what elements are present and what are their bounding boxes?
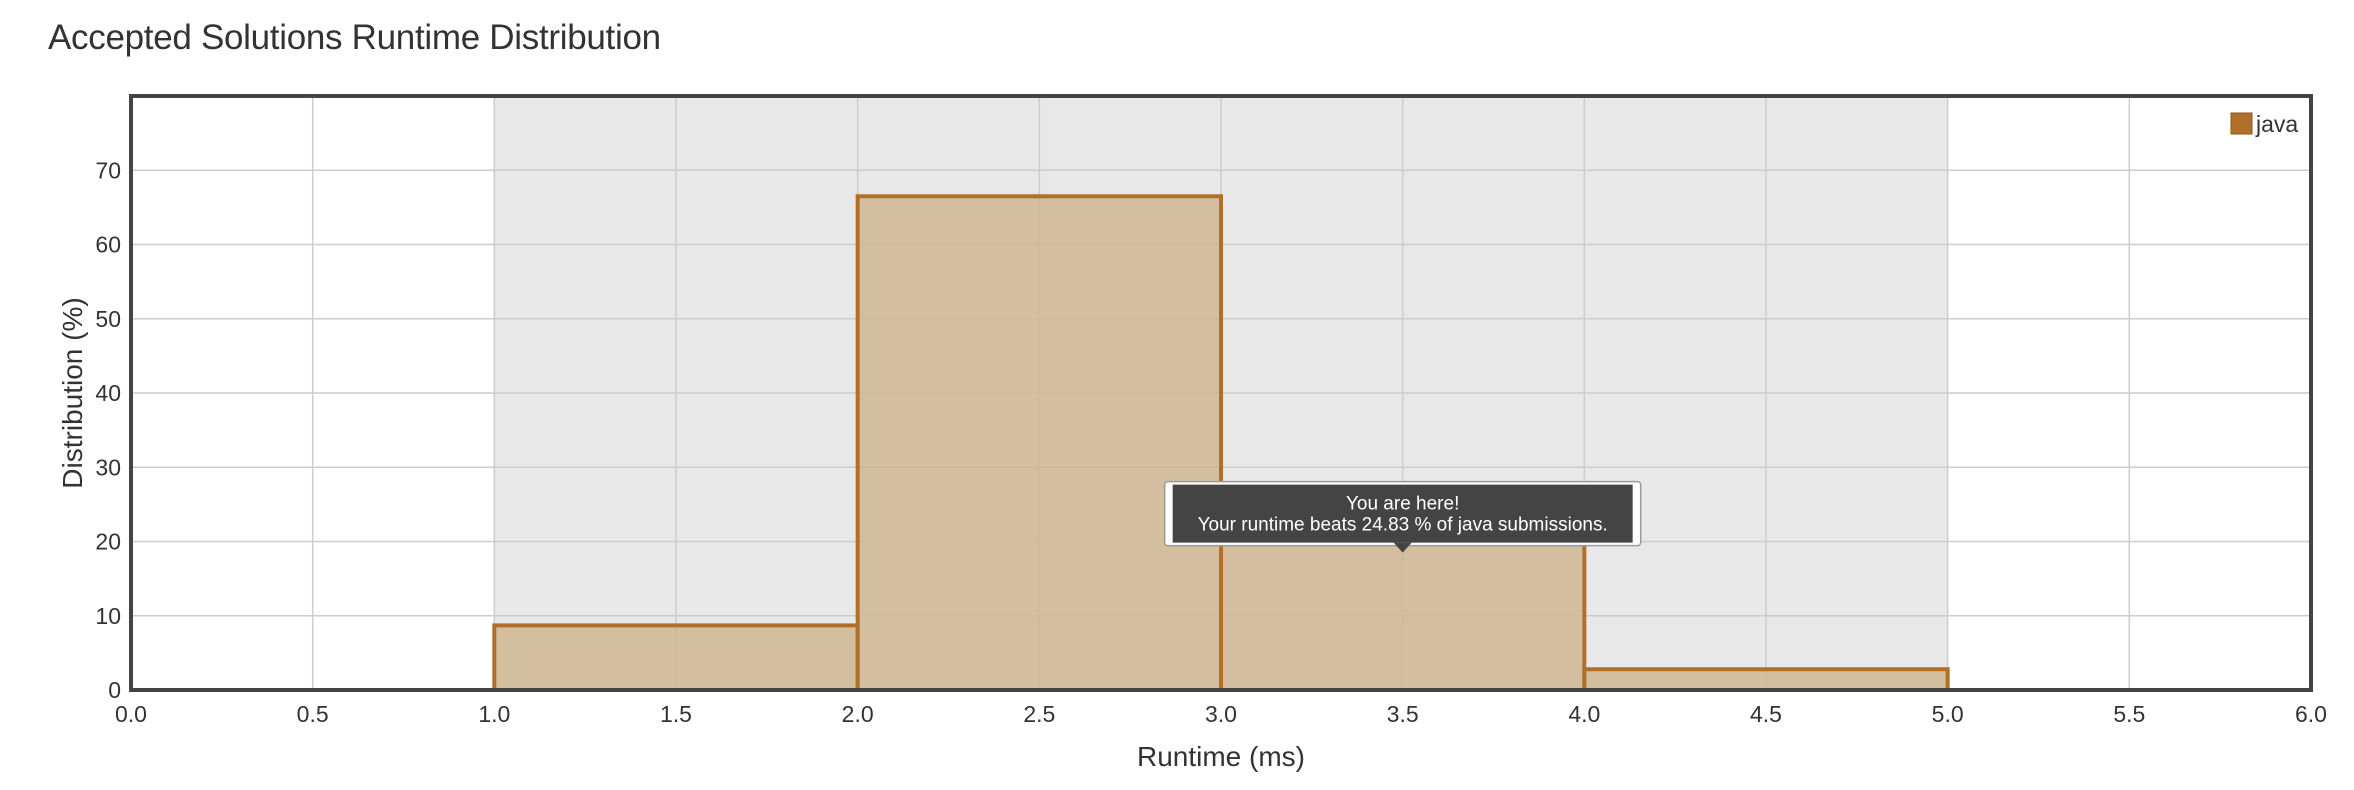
legend: java — [2230, 111, 2298, 137]
histogram-bar — [494, 625, 858, 690]
histogram-bar-outline — [855, 194, 1223, 690]
x-tick-label: 4.0 — [1568, 701, 1600, 727]
x-tick-label: 6.0 — [2295, 701, 2327, 727]
x-tick-label: 5.5 — [2113, 701, 2145, 727]
x-tick-label: 2.5 — [1023, 701, 1055, 727]
tooltip-pointer — [1393, 542, 1412, 553]
y-tick-label: 20 — [95, 529, 121, 555]
you-are-here-tooltip: You are here! Your runtime beats 24.83 %… — [1163, 480, 1642, 553]
y-tick-label: 10 — [95, 603, 121, 629]
y-tick-label: 70 — [95, 157, 121, 183]
y-tick-label: 30 — [95, 454, 121, 480]
y-axis-label: Distribution (%) — [57, 297, 88, 488]
x-tick-label: 1.5 — [660, 701, 692, 727]
page-title: Accepted Solutions Runtime Distribution — [48, 18, 661, 57]
histogram-bar — [1584, 669, 1948, 690]
histogram-bar — [1221, 526, 1585, 690]
histogram-bar-outline — [1582, 667, 1950, 690]
y-tick-label: 60 — [95, 232, 121, 258]
y-tick-label: 0 — [108, 677, 121, 703]
tooltip-background — [1172, 484, 1633, 543]
x-tick-label: 0.0 — [115, 701, 147, 727]
x-tick-label: 0.5 — [297, 701, 329, 727]
legend-label-java: java — [2255, 111, 2298, 137]
plot-frame — [129, 94, 2313, 692]
x-tick-label: 4.5 — [1750, 701, 1782, 727]
x-tick-label: 3.0 — [1205, 701, 1237, 727]
bars — [492, 194, 1950, 691]
y-tick-labels: 0 10 20 30 40 50 60 70 — [95, 157, 121, 703]
histogram-bar — [857, 196, 1221, 691]
x-tick-label: 3.5 — [1387, 701, 1419, 727]
tooltip-line-2: Your runtime beats 24.83 % of java submi… — [1198, 515, 1608, 536]
x-axis-label: Runtime (ms) — [1137, 741, 1305, 772]
y-tick-label: 50 — [95, 306, 121, 332]
y-tick-label: 40 — [95, 380, 121, 406]
x-tick-label: 2.0 — [842, 701, 874, 727]
tooltip-line-1: You are here! — [1346, 494, 1459, 515]
x-tick-label: 5.0 — [1932, 701, 1964, 727]
x-tick-labels: 0.0 0.5 1.0 1.5 2.0 2.5 3.0 3.5 4.0 4.5 5.0 5.5 6.0 — [115, 701, 2327, 727]
legend-swatch-java — [2230, 112, 2253, 135]
x-tick-label: 1.0 — [478, 701, 510, 727]
